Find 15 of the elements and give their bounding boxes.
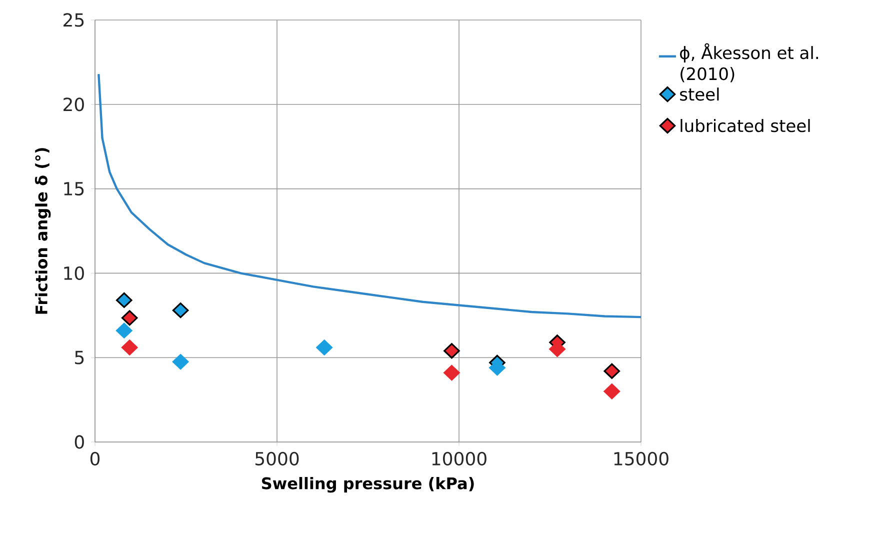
x-tick-label: 10000 xyxy=(432,452,486,466)
legend-label: steel xyxy=(680,88,719,101)
y-tick-label: 15 xyxy=(64,182,84,196)
y-axis-title: Friction angle δ (°) xyxy=(34,148,51,314)
y-tick-label: 5 xyxy=(75,350,84,364)
x-axis-title: Swelling pressure (kPa) xyxy=(262,477,474,493)
y-tick-label: 25 xyxy=(64,13,84,27)
x-tick-label: 0 xyxy=(90,452,100,466)
y-tick-label: 0 xyxy=(74,435,84,449)
legend-label: ϕ, Åkesson et al. (2010) xyxy=(680,43,818,82)
x-tick-label: 5000 xyxy=(256,452,299,466)
y-tick-label: 10 xyxy=(64,266,84,280)
x-tick-label: 15000 xyxy=(614,452,668,466)
y-tick-label: 20 xyxy=(64,98,84,112)
legend-label: lubricated steel xyxy=(680,119,810,132)
